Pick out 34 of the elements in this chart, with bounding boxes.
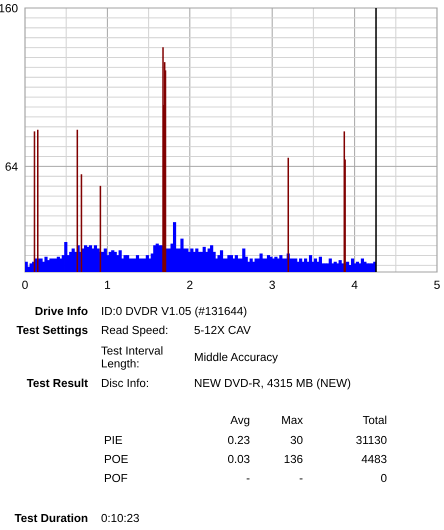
text: Middle Accuracy: [194, 352, 278, 364]
text: Test Interval Length:: [101, 346, 162, 370]
text: Drive Info: [36, 306, 88, 316]
text: Test Result: [26, 378, 88, 388]
text: 0.03: [228, 454, 250, 464]
text: 31130: [356, 436, 387, 444]
text: 30: [290, 436, 303, 444]
text: Test Settings: [16, 326, 88, 336]
x-tick-label: 2: [187, 280, 192, 289]
text: Read Speed:: [102, 326, 168, 336]
text: Test Duration: [14, 514, 88, 522]
x-tick-label: 3: [269, 280, 275, 290]
text: 5-12X CAV: [194, 326, 251, 334]
text: POF: [104, 474, 128, 482]
text: Disc Info:: [102, 378, 148, 388]
text: PIE: [104, 436, 122, 444]
text: POE: [104, 454, 128, 464]
text: 0:10:23: [101, 514, 139, 522]
x-tick-label: 5: [434, 280, 440, 290]
text: 0.23: [228, 436, 250, 444]
text: -: [246, 478, 250, 480]
y-tick-label: 64: [6, 162, 18, 171]
text: Max: [282, 416, 303, 424]
text: ID:0 DVDR V1.05 (#131644): [102, 306, 246, 318]
text: 136: [284, 454, 302, 464]
x-tick-label: 1: [105, 280, 110, 289]
x-tick-label: 4: [352, 280, 358, 289]
text: 4483: [362, 454, 386, 464]
text: NEW DVD-R, 4315 MB (NEW): [194, 378, 350, 390]
text: Avg: [230, 416, 250, 426]
text: 0: [381, 474, 387, 482]
x-tick-label: 0: [22, 280, 28, 290]
text: -: [300, 478, 302, 480]
text: Total: [362, 416, 386, 424]
